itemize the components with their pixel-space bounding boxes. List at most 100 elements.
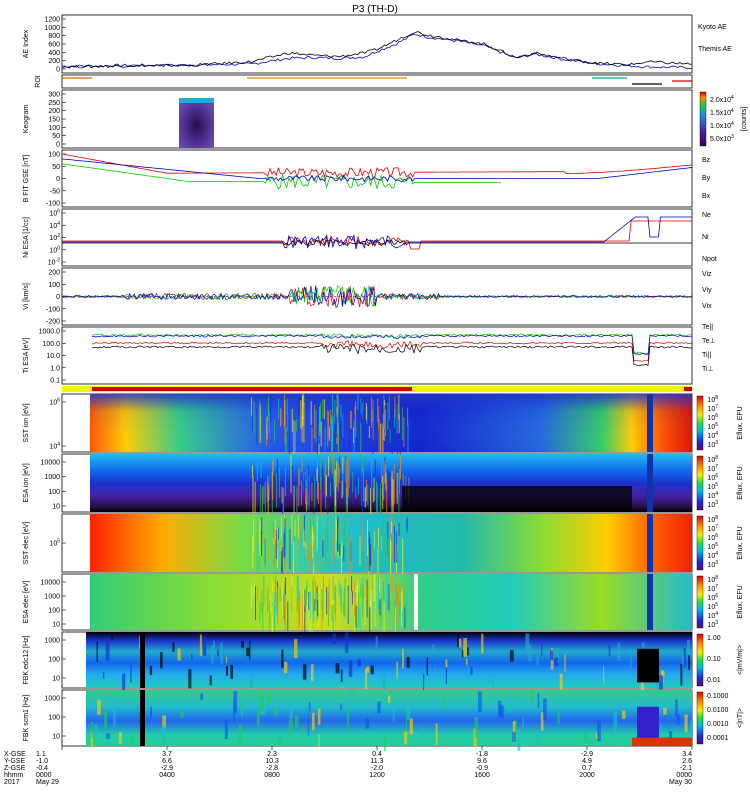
sst-ion-streak bbox=[362, 411, 364, 435]
sst-ion-streak bbox=[256, 407, 258, 446]
bottom-y-gse: 2.6 bbox=[682, 758, 692, 765]
keogram-ticklabel: 200 bbox=[48, 108, 60, 115]
fbk-scm1-streak bbox=[517, 728, 521, 751]
fbk-scm1-streak bbox=[104, 711, 107, 728]
sst-elec-streak bbox=[328, 537, 330, 573]
sst-elec-streak bbox=[394, 525, 395, 563]
sst-elec-streak bbox=[318, 542, 320, 580]
fbk-scm1-colorbar-label: <|nT|> bbox=[737, 708, 744, 728]
esa-ion-colorbar-label: Eflux, EFU bbox=[737, 466, 744, 499]
fbk-edc12-streak bbox=[160, 651, 163, 669]
esa-elec-streak bbox=[307, 595, 308, 609]
bfit-ticklabel: -100 bbox=[46, 201, 60, 208]
bfit-legend-bx: Bx bbox=[702, 193, 711, 200]
esa-elec-streak bbox=[255, 586, 256, 620]
esa-ion-streak bbox=[304, 474, 306, 496]
sst-elec-streak bbox=[277, 527, 279, 540]
sst-elec-streak bbox=[325, 529, 327, 561]
sst-ion-streak bbox=[273, 419, 275, 443]
sst-elec-streak bbox=[276, 537, 278, 550]
sst-elec-streak bbox=[261, 516, 263, 535]
ae-ticklabel: 0 bbox=[56, 67, 60, 74]
esa-ion-streak bbox=[398, 472, 400, 488]
keogram-frame bbox=[61, 89, 693, 149]
esa-ion-streak bbox=[393, 463, 395, 505]
esa-elec-streak bbox=[321, 589, 323, 608]
sst-ion-streak bbox=[303, 394, 305, 419]
bottom-x-gse: 3.7 bbox=[162, 751, 172, 758]
esa-ion-colorbar-tick: 104 bbox=[707, 491, 718, 500]
fbk-scm1-colorbar-tick: 0.0010 bbox=[707, 721, 729, 728]
sst-ion-streak bbox=[324, 426, 326, 460]
sst-ion-streak bbox=[286, 398, 288, 432]
sst-ion-streak bbox=[350, 411, 352, 429]
bottom-date: May 30 bbox=[669, 779, 692, 786]
esa-ion-streak bbox=[392, 479, 394, 514]
esa-elec-colorbar-tick: 104 bbox=[707, 611, 718, 620]
fbk-edc12-streak bbox=[122, 673, 126, 692]
esa-elec-streak bbox=[394, 577, 396, 602]
fbk-edc12-label: FBK edc12 [Hz] bbox=[23, 635, 30, 684]
sst-ion-streak bbox=[331, 416, 333, 445]
esa-ion-streak bbox=[375, 481, 377, 518]
esa-elec-streak bbox=[317, 599, 319, 617]
fbk-scm1-streak bbox=[162, 715, 166, 728]
bottom-time: 0400 bbox=[159, 772, 175, 779]
sst-ion-streak bbox=[370, 397, 372, 428]
vi-legend-viy: Viy bbox=[702, 287, 712, 294]
sst-elec-streak bbox=[299, 519, 300, 539]
esa-ion-streak bbox=[320, 457, 322, 489]
esa-ion-streak bbox=[278, 475, 280, 509]
sst-elec-streak bbox=[380, 517, 382, 555]
fbk-edc12-streak bbox=[659, 675, 663, 690]
sst-elec-colorbar-tick: 105 bbox=[707, 542, 718, 551]
bottom-y-gse: 11.3 bbox=[370, 758, 383, 765]
fbk-edc12-streak bbox=[433, 667, 436, 677]
esa-ion-streak bbox=[301, 458, 303, 473]
sst-elec-streak bbox=[375, 539, 377, 561]
fbk-edc12-streak bbox=[217, 649, 219, 657]
sst-elec-streak bbox=[400, 530, 401, 561]
sst-ion-ticklabel: 106 bbox=[49, 398, 60, 407]
sst-elec-streak bbox=[264, 537, 266, 569]
bottom-time: 0800 bbox=[264, 772, 280, 779]
fbk-scm1-streak bbox=[543, 698, 547, 721]
fbk-edc12-streak bbox=[111, 634, 113, 641]
fbk-scm1-streak bbox=[91, 721, 94, 738]
sst-ion-streak bbox=[284, 412, 286, 445]
keogram-ticklabel: 0 bbox=[56, 142, 60, 149]
sst-ion-streak bbox=[251, 397, 253, 416]
sst-elec-streak bbox=[340, 546, 342, 585]
ni-legend-npot: Npot bbox=[702, 256, 717, 263]
keogram-image bbox=[179, 98, 214, 148]
fbk-edc12-streak bbox=[559, 673, 563, 692]
sst-ion-streak bbox=[386, 408, 388, 425]
fbk-scm1-streak bbox=[409, 718, 413, 735]
sst-ion-streak bbox=[291, 408, 293, 432]
esa-elec-streak bbox=[270, 593, 272, 614]
esa-elec-streak bbox=[359, 605, 361, 634]
sst-elec-streak bbox=[314, 525, 316, 549]
sst-elec-streak bbox=[389, 514, 391, 538]
ae-series-kyoto-ae bbox=[61, 33, 693, 70]
bottom-time: 0000 bbox=[676, 772, 692, 779]
sst-elec-streak bbox=[267, 544, 269, 561]
sst-elec-colorbar-tick: 106 bbox=[707, 533, 718, 542]
keogram-colorbar-tick: 1.5x104 bbox=[710, 108, 734, 117]
sst-ion-streak bbox=[382, 413, 384, 426]
sst-ion-dip bbox=[647, 394, 653, 452]
esa-elec-ticklabel: 10 bbox=[52, 622, 60, 629]
fbk-edc12-streak bbox=[230, 665, 234, 680]
sst-ion-streak bbox=[327, 409, 329, 448]
sst-ion-streak bbox=[403, 417, 405, 447]
esa-ion-streak bbox=[387, 469, 389, 484]
esa-elec-ticklabel: 10000 bbox=[41, 580, 61, 587]
ni-series-ne bbox=[62, 220, 692, 250]
sst-ion-streak bbox=[355, 400, 357, 437]
sst-ion-streak bbox=[365, 402, 367, 421]
esa-elec-streak bbox=[262, 603, 264, 636]
esa-ion-streak bbox=[378, 476, 380, 495]
esa-elec-streak bbox=[360, 583, 362, 598]
fbk-scm1-streak bbox=[669, 731, 673, 743]
sst-ion-streak bbox=[378, 418, 380, 457]
